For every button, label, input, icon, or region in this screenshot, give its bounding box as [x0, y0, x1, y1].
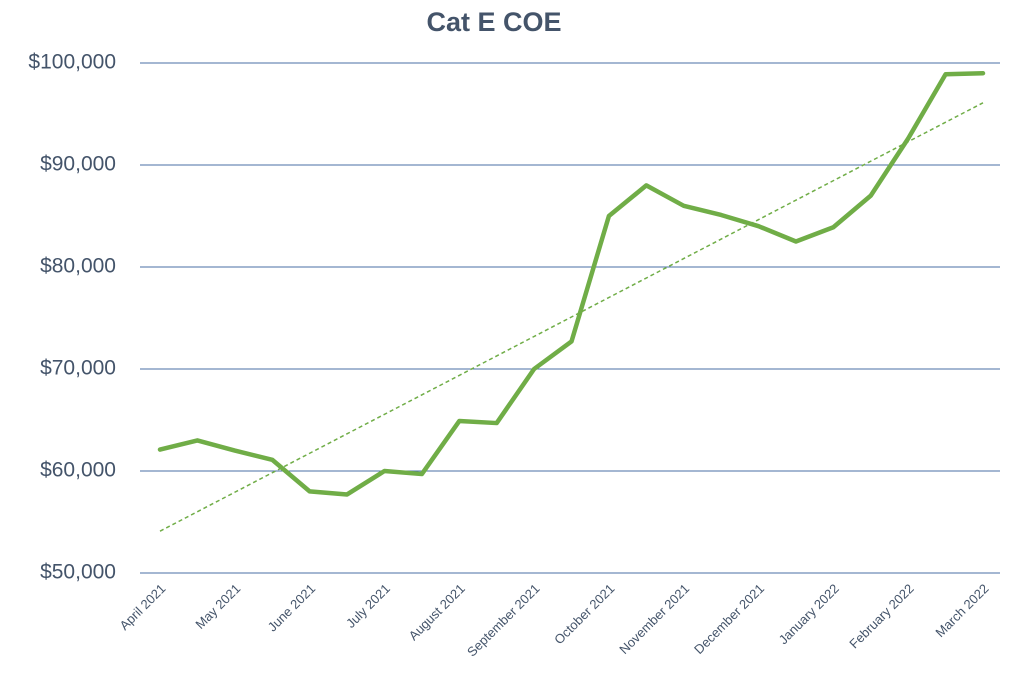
chart-title: Cat E COE [426, 7, 561, 37]
trendline [159, 102, 984, 532]
y-tick-label: $50,000 [40, 561, 116, 584]
y-tick-label: $90,000 [40, 153, 116, 176]
y-tick-label: $80,000 [40, 255, 116, 278]
y-tick-label: $70,000 [40, 357, 116, 380]
y-tick-label: $100,000 [28, 51, 116, 74]
data-line [157, 70, 986, 497]
y-tick-label: $60,000 [40, 459, 116, 482]
